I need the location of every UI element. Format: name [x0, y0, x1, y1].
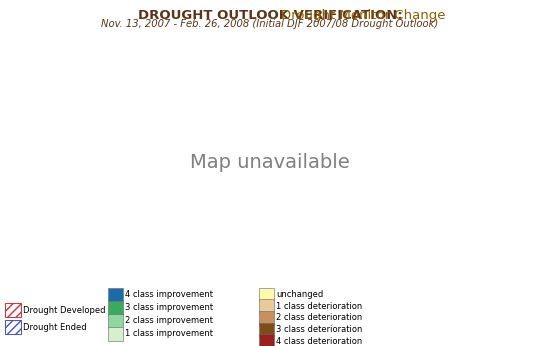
Text: 3 class improvement: 3 class improvement [125, 303, 213, 312]
Text: 3 class deterioration: 3 class deterioration [276, 325, 363, 334]
Text: Nov. 13, 2007 - Feb. 26, 2008 (Initial DJF 2007/08 Drought Outlook): Nov. 13, 2007 - Feb. 26, 2008 (Initial D… [102, 19, 438, 29]
Bar [259, 288, 274, 301]
Text: Map unavailable: Map unavailable [190, 153, 350, 172]
Bar [5, 320, 21, 334]
Bar [259, 323, 274, 336]
Bar [108, 314, 123, 328]
Text: 2 class deterioration: 2 class deterioration [276, 313, 363, 322]
Bar [259, 300, 274, 313]
Bar [5, 303, 21, 317]
Text: 1 class deterioration: 1 class deterioration [276, 302, 363, 311]
Text: 2 class improvement: 2 class improvement [125, 316, 213, 325]
Text: Drought Monitor Change: Drought Monitor Change [94, 9, 445, 22]
Bar [108, 301, 123, 315]
Text: Drought Developed: Drought Developed [23, 306, 105, 315]
Text: 4 class improvement: 4 class improvement [125, 290, 213, 299]
Bar [259, 334, 274, 346]
Bar [108, 327, 123, 341]
Text: 1 class improvement: 1 class improvement [125, 329, 213, 338]
Text: 4 class deterioration: 4 class deterioration [276, 337, 363, 346]
Bar [259, 311, 274, 325]
Text: unchanged: unchanged [276, 290, 324, 299]
Text: DROUGHT OUTLOOK VERIFICATION:: DROUGHT OUTLOOK VERIFICATION: [138, 9, 402, 22]
Text: Drought Ended: Drought Ended [23, 322, 86, 331]
Bar [108, 288, 123, 301]
